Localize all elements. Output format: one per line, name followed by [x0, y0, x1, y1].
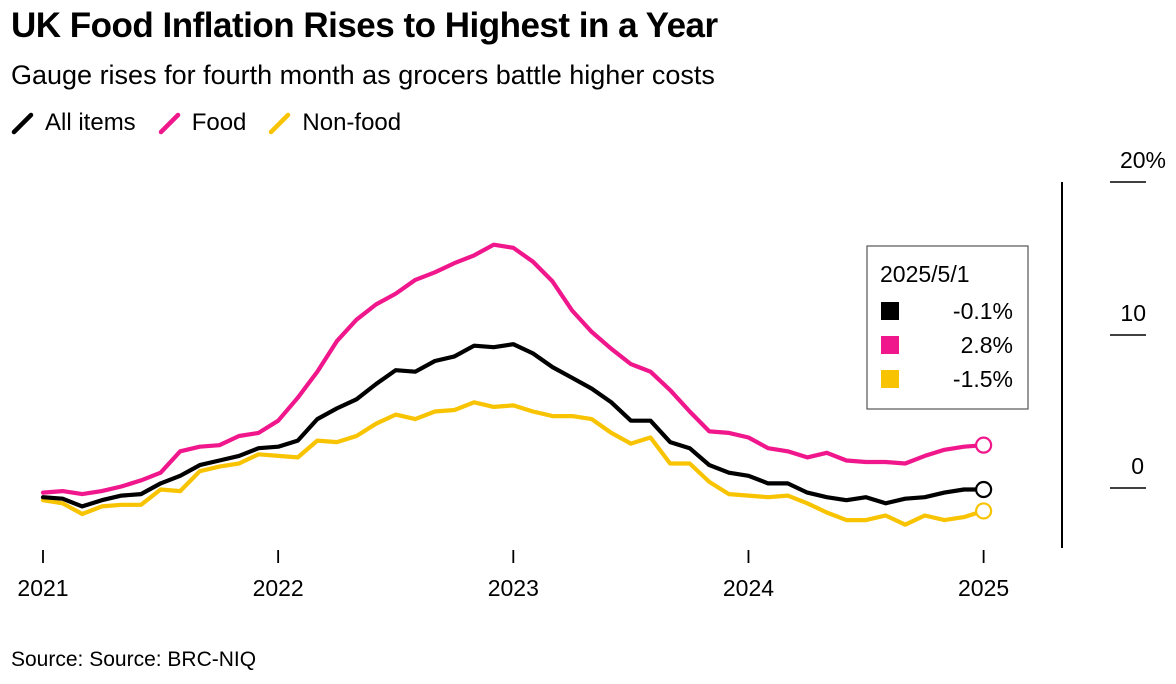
tooltip-value: -1.5%: [953, 366, 1013, 392]
chart-title: UK Food Inflation Rises to Highest in a …: [11, 6, 718, 45]
legend-item-1: Food: [158, 109, 247, 137]
y-tick-label: 20%: [1120, 147, 1166, 173]
x-tick-label: 2024: [723, 575, 774, 601]
series-line-0: [40, 342, 986, 509]
end-marker-1: [975, 436, 993, 454]
legend-swatch-icon: [11, 112, 34, 135]
tooltip-date: 2025/5/1: [880, 261, 970, 287]
legend-item-2: Non-food: [268, 109, 401, 137]
end-marker-2: [975, 502, 993, 520]
legend-swatch-icon: [269, 112, 291, 135]
x-tick-label: 2021: [17, 575, 68, 601]
y-tick-label: 10: [1120, 300, 1146, 326]
legend-swatch-icon: [158, 112, 180, 135]
hover-tooltip: 2025/5/1 -0.1% 2.8% -1.5%: [866, 245, 1029, 410]
x-tick-label: 2022: [253, 575, 304, 601]
tooltip-swatch: [881, 370, 899, 388]
tooltip-swatch: [881, 336, 899, 354]
tooltip-box: [866, 245, 1029, 410]
series-layer: [40, 242, 986, 527]
chart-subtitle: Gauge rises for fourth month as grocers …: [11, 60, 715, 90]
legend-label: All items: [45, 109, 136, 136]
series-line-1: [40, 242, 986, 497]
legend-label: Non-food: [302, 109, 402, 136]
legend-label: Food: [191, 109, 247, 136]
x-tick-label: 2023: [488, 575, 539, 601]
x-axis: 2021 2022 2023 2024 2025: [17, 550, 1009, 601]
y-axis: 20% 10 0: [1061, 147, 1166, 548]
series-line-2: [40, 400, 986, 527]
tooltip-value: 2.8%: [961, 332, 1013, 358]
y-tick-label: 0: [1131, 453, 1144, 479]
x-tick-label: 2025: [958, 575, 1009, 601]
tooltip-swatch: [881, 302, 899, 320]
tooltip-value: -0.1%: [953, 298, 1013, 324]
legend-item-0: All items: [11, 109, 136, 137]
legend: All items Food Non-food: [11, 109, 423, 137]
end-markers: [975, 436, 993, 520]
source-note: Source: Source: BRC-NIQ: [11, 648, 257, 671]
end-marker-0: [975, 480, 993, 499]
